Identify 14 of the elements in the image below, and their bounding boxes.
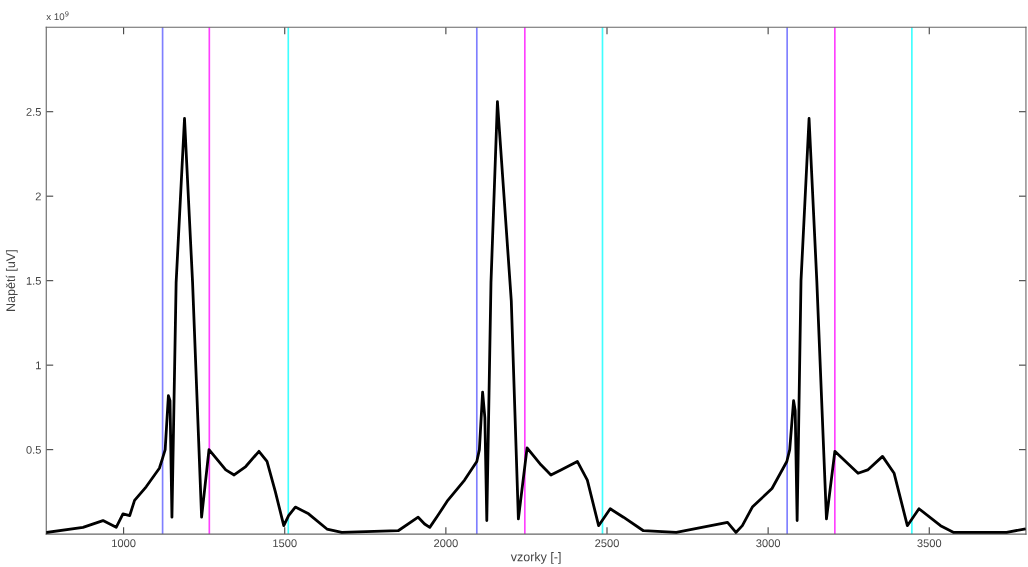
x-axis-title: vzorky [-] [510,552,561,564]
y-tick-label: 1 [36,361,41,370]
y-tick-label: 0.5 [26,445,41,454]
x-tick-label: 3500 [917,539,942,548]
y-tick-label: 2 [35,192,41,201]
text: x 10$^{9}$ [46,11,69,21]
x-tick-label: 3000 [756,539,781,548]
y-tick-label: 1.5 [26,277,41,285]
y-tick-label: 2.5 [26,107,41,116]
x-tick-label: 2500 [595,539,619,548]
x-tick-label: 1500 [273,539,297,548]
y-axis-title: Napětí [uV] [5,250,18,311]
x-tick-label: 2000 [434,539,458,548]
x-tick-label: 1000 [112,539,136,548]
